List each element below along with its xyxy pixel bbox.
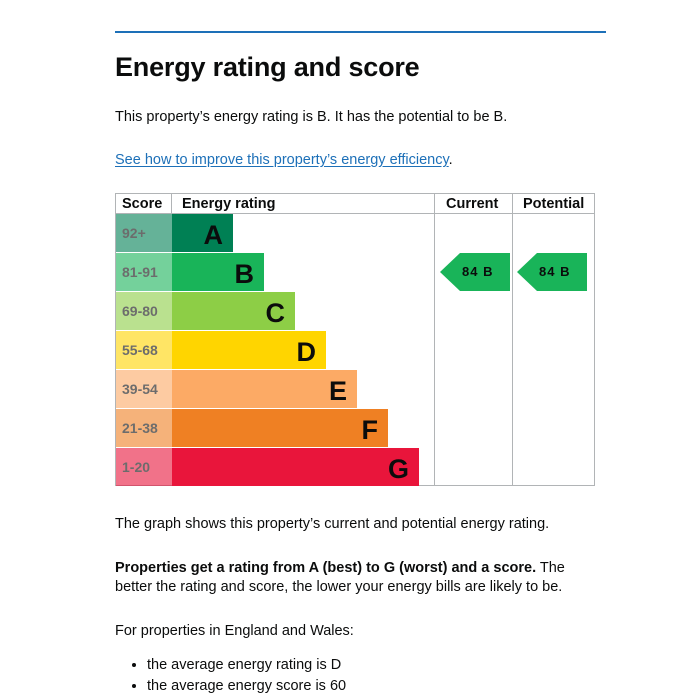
average-rating-item: the average energy rating is D [147, 655, 346, 676]
section-top-rule [115, 31, 606, 33]
band-bar-d: D [172, 331, 326, 369]
current-rating-arrow: 84 B [440, 253, 510, 291]
band-bar-g: G [172, 448, 419, 486]
band-bar-a: A [172, 214, 233, 252]
link-suffix: . [448, 152, 453, 168]
band-bar-c: C [172, 292, 295, 330]
band-score-c: 69-80 [116, 292, 172, 330]
band-score-g: 1-20 [116, 448, 172, 486]
averages-list: the average energy rating is D the avera… [115, 655, 346, 697]
band-bar-e: E [172, 370, 357, 408]
header-current: Current [446, 196, 499, 212]
band-score-d: 55-68 [116, 331, 172, 369]
potential-column-divider [512, 194, 513, 485]
page-title: Energy rating and score [115, 52, 420, 82]
potential-rating-arrow: 84 B [517, 253, 587, 291]
energy-rating-chart: Score Energy rating Current Potential 92… [115, 193, 595, 486]
improve-efficiency-link[interactable]: See how to improve this property’s energ… [115, 152, 449, 168]
score-column-divider [171, 194, 172, 214]
header-score: Score [122, 196, 163, 212]
band-bar-b: B [172, 253, 264, 291]
rating-explainer-bold: Properties get a rating from A (best) to… [115, 560, 537, 576]
band-score-f: 21-38 [116, 409, 172, 447]
band-score-b: 81-91 [116, 253, 172, 291]
band-score-a: 92+ [116, 214, 172, 252]
average-score-item: the average energy score is 60 [147, 676, 346, 697]
regional-intro: For properties in England and Wales: [115, 623, 354, 639]
chart-caption: The graph shows this property’s current … [115, 516, 550, 532]
header-divider [116, 213, 594, 214]
rating-explainer-rest: The better the rating and score, the low… [115, 560, 565, 595]
current-column-divider [434, 194, 435, 485]
header-energy-rating: Energy rating [182, 196, 276, 212]
band-score-e: 39-54 [116, 370, 172, 408]
improve-paragraph: See how to improve this property’s energ… [115, 151, 453, 170]
rating-summary: This property’s energy rating is B. It h… [115, 109, 508, 125]
rating-explainer: Properties get a rating from A (best) to… [115, 559, 595, 597]
band-bar-f: F [172, 409, 388, 447]
header-potential: Potential [523, 196, 585, 212]
